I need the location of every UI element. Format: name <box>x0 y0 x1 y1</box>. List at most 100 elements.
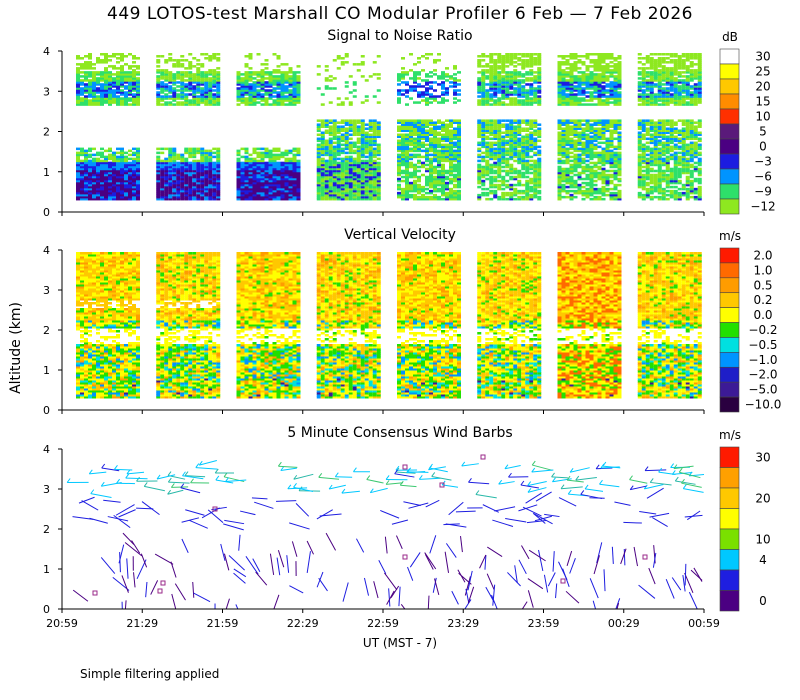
snr-cell <box>457 185 461 189</box>
snr-cell <box>597 61 602 64</box>
snr-cell <box>617 93 622 96</box>
snr-cell <box>264 177 269 181</box>
snr-cell <box>453 77 457 80</box>
snr-cell <box>413 77 417 80</box>
snr-cell <box>104 159 108 163</box>
snr-cell <box>328 131 333 135</box>
snr-cell <box>164 71 169 74</box>
snr-cell <box>264 77 269 80</box>
snr-cell <box>485 143 490 147</box>
snr-cell <box>437 83 441 86</box>
snr-cell <box>356 147 361 151</box>
snr-cell <box>276 179 281 183</box>
snr-cell <box>80 189 84 193</box>
snr-cell <box>108 75 112 78</box>
snr-cell <box>320 103 325 106</box>
snr-cell <box>364 151 369 155</box>
snr-cell <box>485 193 490 197</box>
snr-cell <box>132 177 136 181</box>
snr-cell <box>445 153 449 157</box>
snr-cell <box>104 167 108 171</box>
snr-cell <box>577 173 582 177</box>
snr-cell <box>284 77 289 80</box>
snr-cell <box>565 159 570 163</box>
snr-cell <box>124 193 128 197</box>
snr-cell <box>397 119 401 122</box>
snr-cell <box>409 97 413 100</box>
snr-cell <box>513 169 518 173</box>
snr-cell <box>280 99 285 102</box>
snr-cell <box>112 89 116 92</box>
snr-cell <box>525 193 530 197</box>
snr-cell <box>565 125 570 128</box>
snr-cell <box>112 187 116 191</box>
snr-cell <box>401 191 405 195</box>
snr-cell <box>196 191 201 195</box>
snr-cell <box>160 87 165 90</box>
snr-cell <box>356 121 361 124</box>
snr-cell <box>128 189 132 193</box>
snr-cell <box>292 197 297 201</box>
snr-cell <box>509 101 514 104</box>
snr-cell <box>445 145 449 149</box>
snr-cell <box>533 185 538 189</box>
snr-cell <box>485 135 490 139</box>
snr-cell <box>501 79 506 82</box>
snr-cell <box>453 119 457 122</box>
snr-cell <box>120 53 124 56</box>
snr-cell <box>112 181 116 185</box>
snr-cell <box>489 181 494 185</box>
snr-cell <box>324 77 329 80</box>
snr-cell <box>180 167 185 171</box>
snr-cell <box>296 91 301 94</box>
snr-cell <box>92 181 96 185</box>
snr-cell <box>112 175 116 179</box>
snr-cell <box>160 71 165 74</box>
snr-cell <box>276 169 281 173</box>
snr-cell <box>573 127 578 130</box>
snr-cell <box>513 145 518 149</box>
snr-cell <box>409 183 413 187</box>
snr-cell <box>445 147 449 151</box>
snr-cell <box>441 173 445 177</box>
snr-cell <box>320 175 325 179</box>
snr-cell <box>116 77 120 80</box>
snr-cell <box>352 129 357 132</box>
snr-cell <box>332 173 337 177</box>
snr-cell <box>248 101 253 104</box>
snr-cell <box>348 103 353 106</box>
snr-cell <box>521 53 526 56</box>
snr-cell <box>497 129 502 132</box>
snr-cell <box>368 193 373 197</box>
snr-cell <box>617 121 622 124</box>
snr-cell <box>332 87 337 90</box>
snr-cell <box>272 79 277 82</box>
snr-cell <box>609 159 614 163</box>
snr-cell <box>352 175 357 179</box>
snr-cell <box>497 135 502 139</box>
snr-cell <box>296 163 301 167</box>
snr-cell <box>208 85 213 88</box>
snr-cell <box>521 79 526 82</box>
snr-cell <box>437 143 441 147</box>
snr-cell <box>569 177 574 181</box>
snr-cell <box>212 179 217 183</box>
snr-cell <box>601 121 606 124</box>
snr-cell <box>88 149 92 153</box>
snr-cell <box>457 183 461 187</box>
snr-cell <box>617 171 622 175</box>
snr-cell <box>120 65 124 68</box>
snr-cell <box>124 163 128 167</box>
snr-cell <box>529 155 534 159</box>
snr-cell <box>156 171 161 175</box>
snr-cell <box>485 187 490 191</box>
snr-cell <box>433 123 437 126</box>
snr-cell <box>124 183 128 187</box>
snr-cell <box>260 85 265 88</box>
snr-cell <box>92 157 96 161</box>
snr-cell <box>336 135 341 139</box>
snr-cell <box>120 155 124 159</box>
snr-cell <box>196 161 201 165</box>
snr-cell <box>509 153 514 157</box>
snr-cell <box>509 127 514 130</box>
